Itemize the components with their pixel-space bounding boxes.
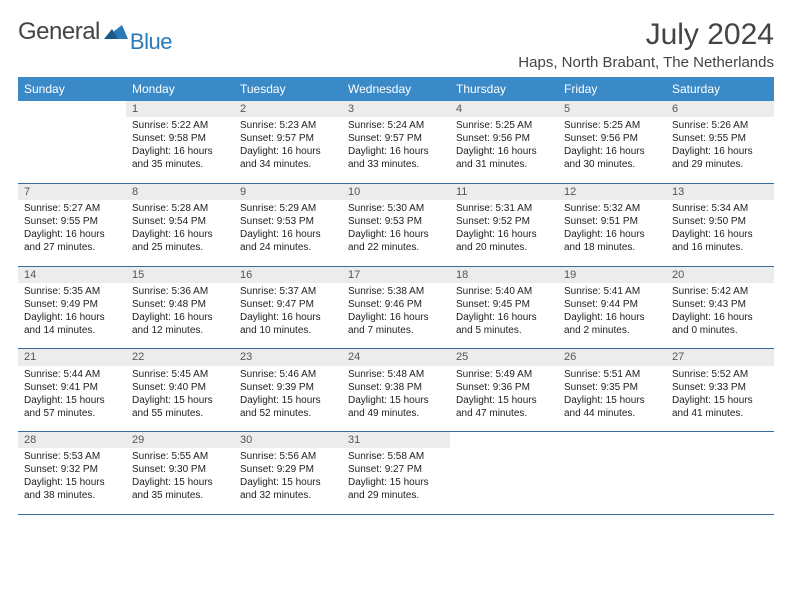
day-detail-cell: Sunrise: 5:26 AMSunset: 9:55 PMDaylight:…	[666, 117, 774, 183]
day-number-cell: 3	[342, 101, 450, 117]
day-number-cell	[18, 101, 126, 117]
day-detail-cell: Sunrise: 5:53 AMSunset: 9:32 PMDaylight:…	[18, 448, 126, 514]
day-detail-cell: Sunrise: 5:35 AMSunset: 9:49 PMDaylight:…	[18, 283, 126, 349]
day-number-cell: 23	[234, 349, 342, 366]
day-number-cell: 16	[234, 266, 342, 283]
calendar-table: SundayMondayTuesdayWednesdayThursdayFrid…	[18, 77, 774, 515]
day-number-cell: 7	[18, 183, 126, 200]
weekday-header-row: SundayMondayTuesdayWednesdayThursdayFrid…	[18, 77, 774, 101]
day-number-cell: 26	[558, 349, 666, 366]
day-detail-cell: Sunrise: 5:24 AMSunset: 9:57 PMDaylight:…	[342, 117, 450, 183]
header: General Blue July 2024 Haps, North Braba…	[18, 18, 774, 71]
day-number-cell: 15	[126, 266, 234, 283]
day-number-cell: 24	[342, 349, 450, 366]
day-detail-cell: Sunrise: 5:45 AMSunset: 9:40 PMDaylight:…	[126, 366, 234, 432]
day-number-cell: 12	[558, 183, 666, 200]
day-number-cell: 6	[666, 101, 774, 117]
day-number-cell: 19	[558, 266, 666, 283]
day-detail-cell: Sunrise: 5:41 AMSunset: 9:44 PMDaylight:…	[558, 283, 666, 349]
day-number-cell: 1	[126, 101, 234, 117]
day-number-cell: 4	[450, 101, 558, 117]
day-detail-cell: Sunrise: 5:44 AMSunset: 9:41 PMDaylight:…	[18, 366, 126, 432]
day-detail-cell: Sunrise: 5:51 AMSunset: 9:35 PMDaylight:…	[558, 366, 666, 432]
day-detail-cell: Sunrise: 5:29 AMSunset: 9:53 PMDaylight:…	[234, 200, 342, 266]
day-detail-cell: Sunrise: 5:55 AMSunset: 9:30 PMDaylight:…	[126, 448, 234, 514]
weekday-header: Monday	[126, 77, 234, 101]
day-number-cell	[558, 432, 666, 449]
day-number-cell: 2	[234, 101, 342, 117]
day-detail-cell: Sunrise: 5:58 AMSunset: 9:27 PMDaylight:…	[342, 448, 450, 514]
weekday-header: Tuesday	[234, 77, 342, 101]
day-detail-cell: Sunrise: 5:30 AMSunset: 9:53 PMDaylight:…	[342, 200, 450, 266]
day-detail-cell: Sunrise: 5:56 AMSunset: 9:29 PMDaylight:…	[234, 448, 342, 514]
day-number-cell: 18	[450, 266, 558, 283]
brand-name-2: Blue	[130, 29, 172, 55]
weekday-header: Friday	[558, 77, 666, 101]
day-number-cell: 29	[126, 432, 234, 449]
day-number-cell: 9	[234, 183, 342, 200]
weekday-header: Sunday	[18, 77, 126, 101]
day-detail-cell: Sunrise: 5:31 AMSunset: 9:52 PMDaylight:…	[450, 200, 558, 266]
day-number-cell: 31	[342, 432, 450, 449]
day-detail-cell: Sunrise: 5:36 AMSunset: 9:48 PMDaylight:…	[126, 283, 234, 349]
day-detail-cell: Sunrise: 5:40 AMSunset: 9:45 PMDaylight:…	[450, 283, 558, 349]
day-number-cell: 8	[126, 183, 234, 200]
day-number-cell: 25	[450, 349, 558, 366]
day-detail-cell: Sunrise: 5:48 AMSunset: 9:38 PMDaylight:…	[342, 366, 450, 432]
day-detail-cell	[450, 448, 558, 514]
day-number-cell: 5	[558, 101, 666, 117]
day-number-cell: 10	[342, 183, 450, 200]
location-text: Haps, North Brabant, The Netherlands	[518, 54, 774, 71]
day-detail-cell: Sunrise: 5:49 AMSunset: 9:36 PMDaylight:…	[450, 366, 558, 432]
day-detail-cell: Sunrise: 5:42 AMSunset: 9:43 PMDaylight:…	[666, 283, 774, 349]
day-number-cell: 14	[18, 266, 126, 283]
day-number-cell: 20	[666, 266, 774, 283]
day-detail-cell: Sunrise: 5:38 AMSunset: 9:46 PMDaylight:…	[342, 283, 450, 349]
day-detail-cell: Sunrise: 5:46 AMSunset: 9:39 PMDaylight:…	[234, 366, 342, 432]
day-detail-cell: Sunrise: 5:52 AMSunset: 9:33 PMDaylight:…	[666, 366, 774, 432]
day-number-cell: 22	[126, 349, 234, 366]
title-block: July 2024 Haps, North Brabant, The Nethe…	[518, 18, 774, 71]
weekday-header: Wednesday	[342, 77, 450, 101]
day-number-cell: 28	[18, 432, 126, 449]
day-detail-cell: Sunrise: 5:27 AMSunset: 9:55 PMDaylight:…	[18, 200, 126, 266]
weekday-header: Thursday	[450, 77, 558, 101]
day-detail-cell	[18, 117, 126, 183]
day-number-cell	[666, 432, 774, 449]
day-detail-cell: Sunrise: 5:22 AMSunset: 9:58 PMDaylight:…	[126, 117, 234, 183]
day-number-cell: 17	[342, 266, 450, 283]
day-number-cell: 30	[234, 432, 342, 449]
brand-name-1: General	[18, 18, 100, 46]
day-number-cell: 27	[666, 349, 774, 366]
weekday-header: Saturday	[666, 77, 774, 101]
day-detail-cell: Sunrise: 5:28 AMSunset: 9:54 PMDaylight:…	[126, 200, 234, 266]
brand-triangle-icon	[104, 21, 128, 44]
month-title: July 2024	[518, 18, 774, 52]
day-detail-cell: Sunrise: 5:37 AMSunset: 9:47 PMDaylight:…	[234, 283, 342, 349]
day-number-cell	[450, 432, 558, 449]
day-detail-cell: Sunrise: 5:23 AMSunset: 9:57 PMDaylight:…	[234, 117, 342, 183]
day-detail-cell: Sunrise: 5:25 AMSunset: 9:56 PMDaylight:…	[450, 117, 558, 183]
brand-logo: General Blue	[18, 18, 174, 46]
day-detail-cell: Sunrise: 5:32 AMSunset: 9:51 PMDaylight:…	[558, 200, 666, 266]
day-detail-cell: Sunrise: 5:25 AMSunset: 9:56 PMDaylight:…	[558, 117, 666, 183]
day-number-cell: 11	[450, 183, 558, 200]
day-detail-cell: Sunrise: 5:34 AMSunset: 9:50 PMDaylight:…	[666, 200, 774, 266]
day-number-cell: 21	[18, 349, 126, 366]
day-number-cell: 13	[666, 183, 774, 200]
day-detail-cell	[666, 448, 774, 514]
day-detail-cell	[558, 448, 666, 514]
